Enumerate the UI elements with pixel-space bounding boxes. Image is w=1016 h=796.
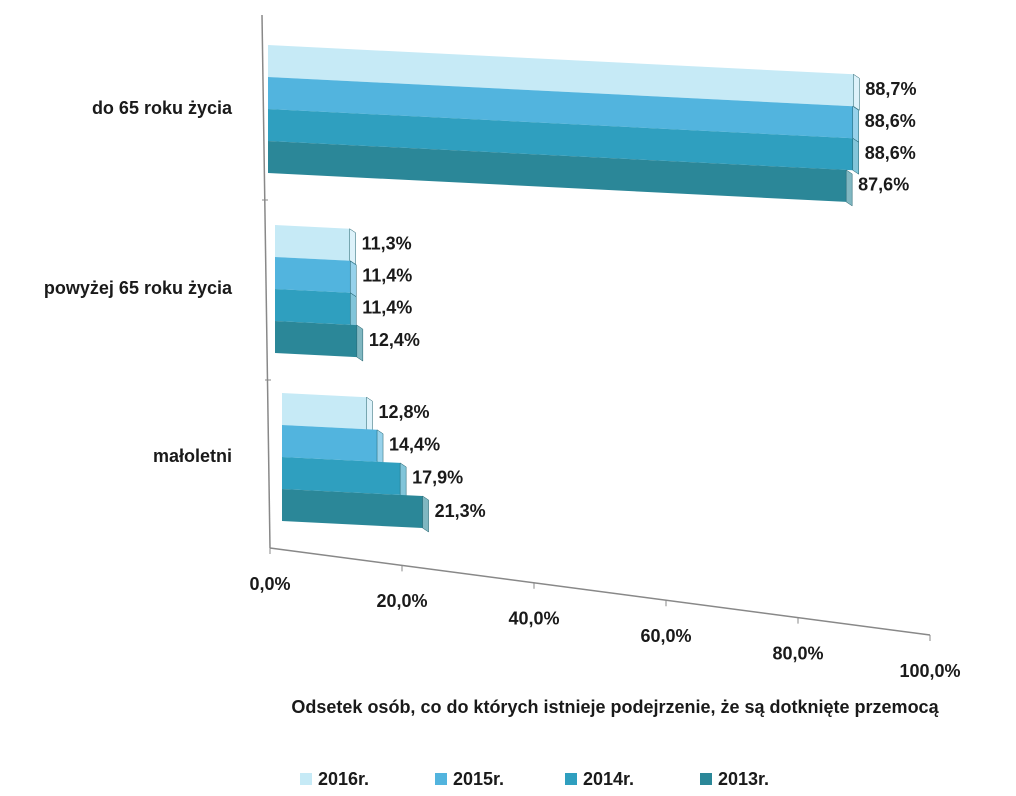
value-label: 87,6% xyxy=(858,175,909,195)
bar xyxy=(282,393,367,430)
x-tick-label: 100,0% xyxy=(899,661,960,681)
value-label: 88,6% xyxy=(865,143,916,163)
bar-side xyxy=(349,292,357,330)
x-axis-title: Odsetek osób, co do których istnieje pod… xyxy=(291,697,939,717)
x-tick-label: 40,0% xyxy=(508,609,559,629)
value-label: 12,8% xyxy=(378,402,429,422)
bar-side xyxy=(349,260,357,298)
legend-label: 2016r. xyxy=(318,769,369,789)
category-label: małoletni xyxy=(153,446,232,466)
bar-side xyxy=(356,324,364,362)
legend-swatch xyxy=(700,773,712,785)
bar-side xyxy=(852,105,860,143)
value-label: 14,4% xyxy=(389,435,440,455)
bar xyxy=(282,489,423,529)
x-tick-label: 80,0% xyxy=(772,643,823,663)
category-label: powyżej 65 roku życia xyxy=(44,278,233,298)
legend-label: 2013r. xyxy=(718,769,769,789)
bar xyxy=(268,109,853,171)
legend-label: 2015r. xyxy=(453,769,504,789)
bar xyxy=(275,289,351,325)
x-axis xyxy=(269,547,931,636)
value-label: 88,7% xyxy=(865,79,916,99)
value-label: 11,4% xyxy=(362,266,412,286)
bar xyxy=(282,457,401,495)
category-label: do 65 roku życia xyxy=(92,98,233,118)
bar xyxy=(268,45,854,107)
value-label: 21,3% xyxy=(435,501,486,521)
bar-side xyxy=(366,396,373,434)
bar-side xyxy=(852,137,860,175)
bar-side xyxy=(422,495,429,533)
bar-side xyxy=(845,169,853,207)
bar xyxy=(275,257,351,293)
value-label: 11,4% xyxy=(362,298,412,318)
bar xyxy=(275,225,350,261)
legend-label: 2014r. xyxy=(583,769,634,789)
value-label: 12,4% xyxy=(369,330,420,350)
bar xyxy=(282,425,378,462)
bar-side xyxy=(399,462,407,500)
bar xyxy=(268,141,847,202)
legend-swatch xyxy=(300,773,312,785)
y-axis xyxy=(261,14,271,549)
bar xyxy=(275,321,357,358)
bar-side xyxy=(853,73,860,111)
bar xyxy=(268,77,853,139)
legend-swatch xyxy=(435,773,447,785)
value-label: 88,6% xyxy=(865,111,916,131)
value-label: 17,9% xyxy=(412,468,463,488)
x-tick-label: 20,0% xyxy=(376,591,427,611)
bar-side xyxy=(349,228,356,266)
bar-side xyxy=(376,429,384,467)
legend-swatch xyxy=(565,773,577,785)
x-tick-label: 60,0% xyxy=(640,626,691,646)
x-tick-label: 0,0% xyxy=(249,574,290,594)
value-label: 11,3% xyxy=(362,233,412,253)
